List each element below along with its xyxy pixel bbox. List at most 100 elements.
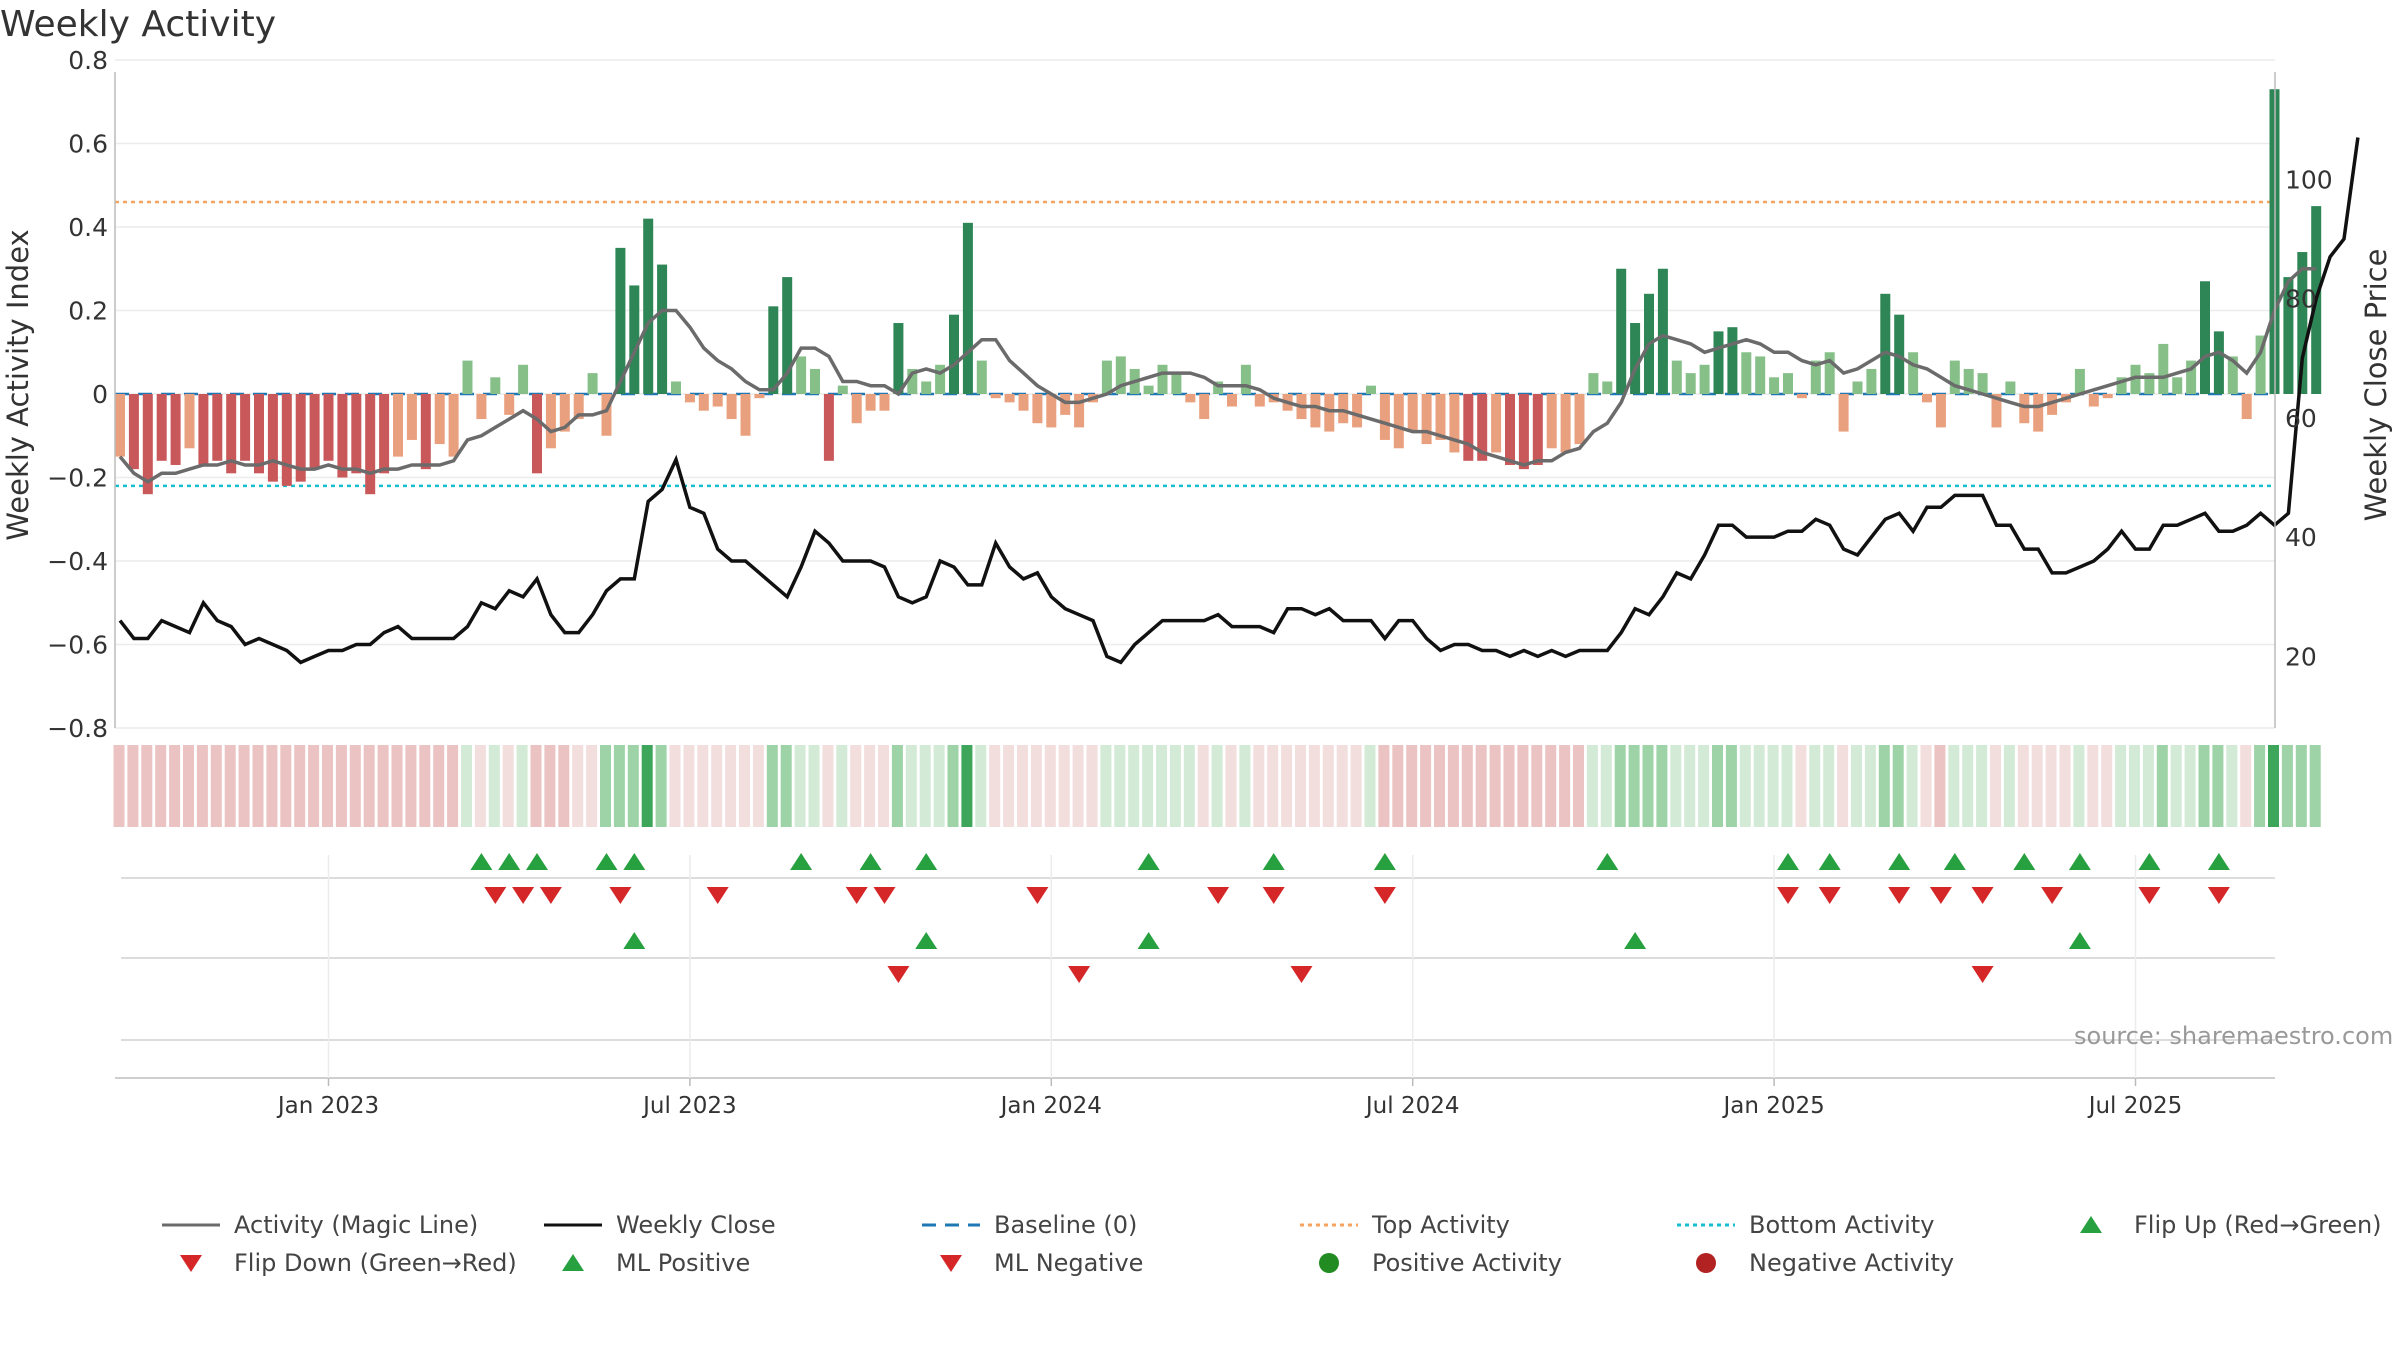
activity-bar	[2200, 281, 2210, 394]
status-cell	[461, 745, 472, 827]
activity-bar	[254, 394, 264, 474]
activity-bar	[2033, 394, 2044, 432]
activity-bar	[1824, 352, 1835, 394]
status-cell	[1017, 745, 1028, 827]
flip-down-marker	[1929, 887, 1952, 904]
status-cell	[1767, 745, 1779, 827]
status-cell	[1920, 745, 1932, 827]
x-tick-label: Jul 2023	[641, 1093, 737, 1119]
status-cell	[808, 745, 820, 827]
signal-markers	[470, 853, 2230, 983]
activity-bar	[976, 360, 987, 394]
status-cell	[1114, 745, 1126, 827]
activity-bar	[1699, 364, 1710, 394]
y-tick-label: 0.8	[68, 46, 108, 75]
flip-up-marker	[1262, 853, 1285, 870]
status-cell	[266, 745, 278, 827]
activity-bar	[1727, 327, 1738, 394]
activity-bar	[1991, 394, 2002, 428]
status-cell	[516, 745, 528, 827]
activity-bar	[1074, 394, 1085, 428]
status-cell	[210, 745, 222, 827]
activity-bar	[406, 394, 417, 440]
y2-tick-label: 100	[2285, 165, 2333, 194]
status-cell	[1044, 745, 1056, 827]
flip-down-marker	[1777, 887, 1799, 904]
status-cell	[1823, 745, 1835, 827]
status-cell	[1475, 745, 1487, 827]
y2-tick-label: 20	[2285, 642, 2317, 671]
activity-bar	[393, 394, 403, 457]
activity-bar	[643, 218, 654, 394]
activity-bar	[1810, 360, 1821, 394]
flip-up-marker	[1943, 853, 1966, 870]
flip-down-marker	[1888, 887, 1911, 904]
status-cell	[2003, 745, 2015, 827]
status-cell	[822, 745, 834, 827]
flip-up-marker	[1373, 853, 1396, 870]
status-cell	[766, 745, 778, 827]
status-cell	[586, 745, 598, 827]
status-cell	[2115, 745, 2127, 827]
status-cell	[613, 745, 625, 827]
status-cell	[1698, 745, 1710, 827]
activity-bar	[1324, 394, 1335, 432]
activity-bar	[823, 394, 834, 461]
status-cell	[224, 745, 236, 827]
status-cell	[377, 745, 389, 827]
activity-bar	[281, 394, 292, 486]
status-cell	[933, 745, 945, 827]
activity-bar	[1310, 394, 1321, 428]
status-cell	[488, 745, 500, 827]
legend-item: Flip Up (Red→Green)	[2060, 1208, 2382, 1242]
dashed-blue-line-icon	[922, 1223, 980, 1227]
right-axis-label: Weekly Close Price	[2359, 249, 2393, 522]
activity-bar	[1199, 394, 1210, 420]
x-axis-ticks: Jan 2023 Jul 2023 Jan 2024 Jul 2024 Jan 2025…	[276, 855, 2182, 1119]
activity-bar	[962, 222, 973, 394]
status-cell	[474, 745, 486, 827]
status-cell	[1642, 745, 1654, 827]
status-cell	[1058, 745, 1070, 827]
x-tick-label: Jan 2025	[1721, 1093, 1824, 1119]
status-cell	[1684, 745, 1696, 827]
status-cell	[349, 745, 361, 827]
status-cell	[1350, 745, 1362, 827]
activity-bar	[1852, 381, 1863, 394]
activity-bar	[1671, 360, 1682, 394]
activity-bar	[1935, 394, 1946, 428]
activity-bar	[726, 394, 737, 420]
activity-bar	[810, 368, 820, 394]
activity-bar	[198, 394, 209, 465]
activity-bar	[559, 394, 570, 432]
activity-bar	[1032, 394, 1043, 424]
activity-bar	[1838, 394, 1849, 432]
status-cell	[1267, 745, 1279, 827]
status-cell	[850, 745, 862, 827]
flip-down-marker	[873, 887, 896, 904]
flip-down-marker	[1262, 887, 1285, 904]
status-cell	[1183, 745, 1195, 827]
activity-bar	[1894, 314, 1905, 394]
legend-label: ML Positive	[616, 1249, 751, 1277]
activity-bar	[1379, 394, 1390, 440]
activity-bar	[545, 394, 556, 449]
solid-gray-line-icon	[162, 1223, 220, 1227]
status-cell	[2184, 745, 2196, 827]
activity-bar	[1602, 381, 1613, 394]
flip-down-marker	[706, 887, 729, 904]
flip-down-marker	[539, 887, 562, 904]
flip-up-marker	[1596, 853, 1619, 870]
activity-bar	[1963, 368, 1974, 394]
status-cell	[1434, 745, 1445, 827]
activity-bar	[1616, 268, 1627, 394]
status-cell	[655, 745, 667, 827]
magic-line-series	[118, 267, 2317, 484]
status-cell	[1100, 745, 1112, 827]
status-cell	[2198, 745, 2210, 827]
left-axis-label: Weekly Activity Index	[1, 229, 35, 540]
flip-down-marker	[512, 887, 535, 904]
status-cell	[1990, 745, 2001, 827]
green-triangle-up-icon	[562, 1254, 584, 1271]
flip-up-marker	[595, 853, 618, 870]
